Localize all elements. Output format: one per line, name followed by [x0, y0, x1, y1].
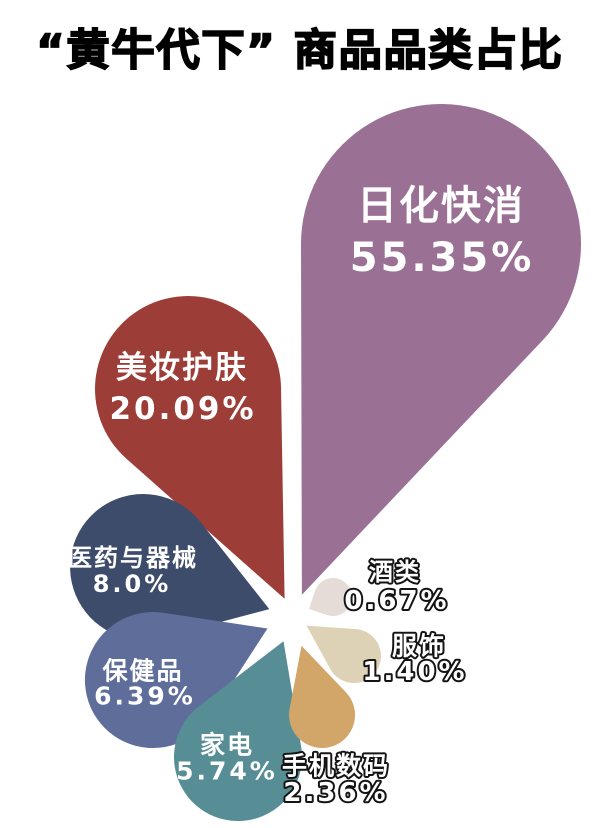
petal-label-alcohol: 酒类 — [369, 558, 421, 586]
petal-value-daily-fmcg: 55.35% — [350, 235, 535, 281]
petal-label-mobile-digital: 手机数码 — [282, 752, 390, 781]
petal-beauty-skincare[interactable] — [95, 296, 285, 599]
petal-label-medicine-devices: 医药与器械 — [68, 544, 198, 572]
petal-value-alcohol: 0.67% — [344, 586, 449, 616]
petal-value-beauty-skincare: 20.09% — [109, 391, 256, 427]
petal-apparel[interactable] — [306, 625, 381, 684]
petal-label-beauty-skincare: 美妆护肤 — [116, 350, 248, 386]
petal-label-apparel: 服饰 — [392, 632, 446, 661]
petal-label-health-supplements: 保健品 — [101, 657, 183, 686]
chart-title: “黄牛代下” 商品品类占比 — [35, 25, 564, 77]
petal-medicine-devices[interactable] — [70, 494, 270, 641]
petal-alcohol[interactable] — [309, 577, 352, 616]
petal-value-medicine-devices: 8.0% — [93, 570, 172, 598]
petal-daily-fmcg[interactable] — [300, 103, 581, 595]
petal-mobile-digital[interactable] — [289, 645, 356, 748]
petal-health-supplements[interactable] — [84, 612, 268, 749]
petal-value-apparel: 1.40% — [362, 657, 467, 687]
petal-value-mobile-digital: 2.36% — [283, 778, 388, 808]
petal-label-daily-fmcg: 日化快消 — [357, 183, 525, 229]
petal-value-home-appliances: 5.74% — [176, 757, 278, 786]
petal-home-appliances[interactable] — [173, 641, 302, 822]
petal-value-health-supplements: 6.39% — [94, 682, 196, 711]
petal-label-home-appliances: 家电 — [200, 731, 254, 760]
